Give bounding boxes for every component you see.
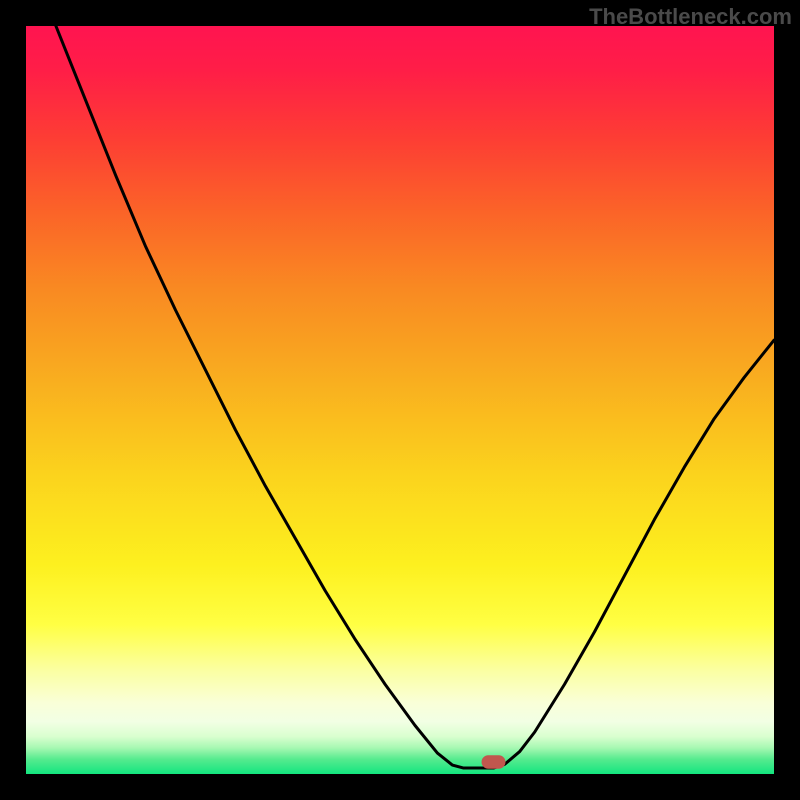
bottleneck-chart	[0, 0, 800, 800]
optimal-marker	[482, 755, 506, 768]
gradient-background	[26, 26, 774, 774]
chart-container: TheBottleneck.com	[0, 0, 800, 800]
watermark-text: TheBottleneck.com	[589, 4, 792, 30]
